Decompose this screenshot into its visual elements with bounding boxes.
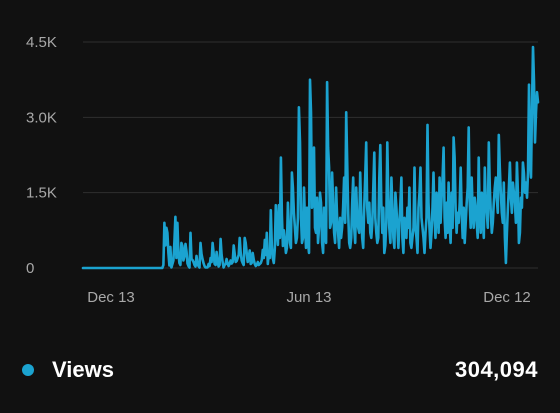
y-tick-label: 1.5K (26, 185, 57, 202)
views-legend-label: Views (52, 357, 114, 382)
y-tick-label: 3.0K (26, 109, 57, 126)
legend-entry: Views (22, 357, 114, 383)
x-axis-tick-labels: Dec 13 Jun 13 Dec 12 (87, 289, 531, 306)
x-tick-label: Jun 13 (286, 289, 331, 306)
legend-row: Views 304,094 (22, 352, 538, 388)
y-axis-tick-labels: 0 1.5K 3.0K 4.5K (26, 34, 57, 277)
y-tick-label: 0 (26, 260, 34, 277)
views-line-chart: 0 1.5K 3.0K 4.5K Dec 13 Jun 13 Dec 12 (26, 34, 540, 306)
views-total-value: 304,094 (454, 357, 538, 382)
views-series-line (81, 45, 540, 270)
x-tick-label: Dec 13 (87, 289, 135, 306)
views-legend-dot-icon (22, 364, 34, 376)
y-tick-label: 4.5K (26, 34, 57, 51)
x-tick-label: Dec 12 (483, 289, 531, 306)
